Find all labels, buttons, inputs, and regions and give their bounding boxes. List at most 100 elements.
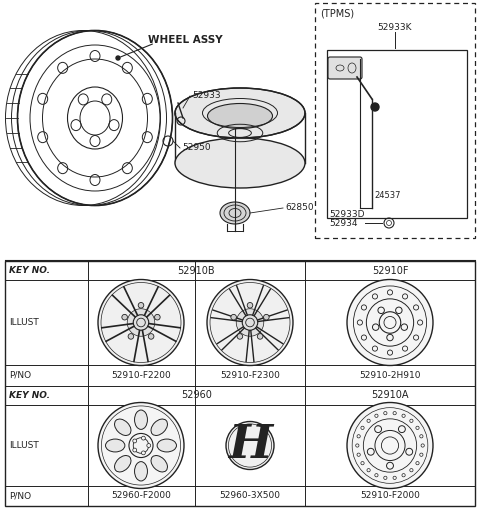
Text: KEY NO.: KEY NO. <box>9 266 50 275</box>
Circle shape <box>387 350 393 355</box>
Bar <box>5 261 475 506</box>
Circle shape <box>237 334 243 339</box>
Circle shape <box>387 334 393 341</box>
Ellipse shape <box>115 456 131 472</box>
Circle shape <box>98 279 184 365</box>
Text: ILLUST: ILLUST <box>9 318 39 327</box>
Circle shape <box>247 302 253 308</box>
Text: 52910-F2200: 52910-F2200 <box>111 371 171 380</box>
Text: 52933K: 52933K <box>378 23 412 33</box>
Circle shape <box>207 279 293 365</box>
Ellipse shape <box>115 419 131 435</box>
Circle shape <box>402 473 405 477</box>
Circle shape <box>401 324 408 330</box>
Circle shape <box>387 290 393 295</box>
Circle shape <box>393 411 396 415</box>
Text: KEY NO.: KEY NO. <box>9 391 50 400</box>
Circle shape <box>402 414 405 418</box>
Ellipse shape <box>175 88 305 138</box>
Circle shape <box>116 56 120 60</box>
Ellipse shape <box>151 456 168 472</box>
Text: 52960: 52960 <box>181 391 212 400</box>
Circle shape <box>384 476 387 480</box>
Text: WHEEL ASSY: WHEEL ASSY <box>148 35 223 45</box>
Circle shape <box>384 411 387 415</box>
Circle shape <box>142 436 145 440</box>
Circle shape <box>410 468 413 472</box>
Circle shape <box>147 443 151 448</box>
Circle shape <box>357 435 360 438</box>
Ellipse shape <box>134 462 147 481</box>
Text: 52960-F2000: 52960-F2000 <box>111 492 171 500</box>
Circle shape <box>361 335 367 340</box>
Circle shape <box>122 314 127 320</box>
Ellipse shape <box>106 439 125 452</box>
Text: 52910B: 52910B <box>178 266 216 275</box>
Circle shape <box>361 426 364 429</box>
Circle shape <box>372 324 379 330</box>
Circle shape <box>375 426 382 433</box>
FancyBboxPatch shape <box>328 57 362 79</box>
Circle shape <box>264 314 269 320</box>
Circle shape <box>386 462 394 469</box>
Circle shape <box>128 334 134 339</box>
Circle shape <box>398 426 405 433</box>
Ellipse shape <box>157 439 177 452</box>
Circle shape <box>420 453 423 456</box>
Ellipse shape <box>134 410 147 429</box>
Circle shape <box>226 422 274 469</box>
Circle shape <box>236 309 264 336</box>
Circle shape <box>416 462 419 465</box>
Text: ILLUST: ILLUST <box>9 441 39 450</box>
Text: 52910-2H910: 52910-2H910 <box>359 371 421 380</box>
Circle shape <box>372 294 378 299</box>
Text: P/NO: P/NO <box>9 492 31 500</box>
Circle shape <box>367 448 374 455</box>
Circle shape <box>402 294 408 299</box>
Circle shape <box>257 334 263 339</box>
Circle shape <box>138 302 144 308</box>
Text: 52933: 52933 <box>192 91 221 101</box>
Circle shape <box>98 402 184 489</box>
Text: 62850: 62850 <box>285 204 313 212</box>
Circle shape <box>371 103 379 111</box>
Circle shape <box>133 448 137 452</box>
Circle shape <box>393 476 396 480</box>
Circle shape <box>413 335 419 340</box>
Ellipse shape <box>207 104 273 129</box>
Circle shape <box>127 309 155 336</box>
Bar <box>327 50 467 218</box>
Text: P/NO: P/NO <box>9 371 31 380</box>
Text: H: H <box>228 423 272 468</box>
Circle shape <box>155 314 160 320</box>
Circle shape <box>347 402 433 489</box>
Text: 52910F: 52910F <box>372 266 408 275</box>
Circle shape <box>378 307 384 313</box>
Text: 52950: 52950 <box>182 143 211 152</box>
Circle shape <box>421 444 424 447</box>
Circle shape <box>416 426 419 429</box>
Circle shape <box>357 453 360 456</box>
Circle shape <box>142 451 145 455</box>
Text: (TPMS): (TPMS) <box>320 8 354 18</box>
Text: 52960-3X500: 52960-3X500 <box>219 492 280 500</box>
Circle shape <box>231 314 237 320</box>
Circle shape <box>375 473 378 477</box>
Text: 52910-F2000: 52910-F2000 <box>360 492 420 500</box>
Circle shape <box>375 414 378 418</box>
Circle shape <box>356 444 359 447</box>
Circle shape <box>361 462 364 465</box>
Circle shape <box>357 320 362 325</box>
Circle shape <box>418 320 423 325</box>
Circle shape <box>361 305 367 310</box>
Circle shape <box>372 346 378 351</box>
Circle shape <box>396 307 402 313</box>
Circle shape <box>347 279 433 365</box>
Circle shape <box>367 419 370 423</box>
Circle shape <box>367 468 370 472</box>
Text: 52933D: 52933D <box>329 210 364 219</box>
Circle shape <box>406 448 413 455</box>
Ellipse shape <box>220 202 250 224</box>
Circle shape <box>420 435 423 438</box>
Text: 52934: 52934 <box>329 218 358 228</box>
